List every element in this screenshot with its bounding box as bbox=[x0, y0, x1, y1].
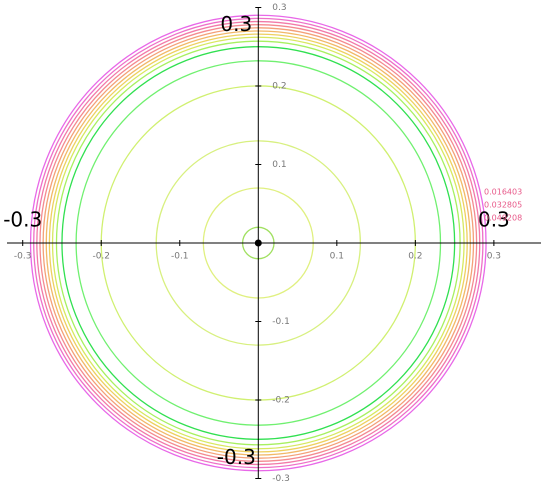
y-end-label: -0.3 bbox=[217, 445, 256, 469]
x-tick-label: -0.3 bbox=[14, 252, 32, 262]
x-tick-label: -0.2 bbox=[92, 252, 110, 262]
y-tick-label: -0.2 bbox=[272, 396, 290, 406]
y-tick-label: -0.1 bbox=[272, 317, 290, 327]
y-tick-label: 0.2 bbox=[272, 82, 286, 92]
x-tick-label: 0.2 bbox=[408, 252, 422, 262]
x-tick-label: 0.1 bbox=[330, 252, 344, 262]
x-tick-label: -0.1 bbox=[171, 252, 189, 262]
x-end-label: -0.3 bbox=[3, 208, 42, 232]
x-end-label: 0.3 bbox=[478, 208, 510, 232]
y-tick-label: 0.1 bbox=[272, 160, 286, 170]
contour-label: 0.032805 bbox=[484, 201, 522, 210]
y-tick-label: -0.3 bbox=[272, 474, 290, 484]
x-tick-label: 0.3 bbox=[487, 252, 501, 262]
contour-label: 0.049208 bbox=[484, 214, 522, 223]
origin-dot bbox=[254, 239, 262, 247]
y-tick-label: 0.3 bbox=[272, 3, 286, 13]
y-end-label: 0.3 bbox=[220, 12, 252, 36]
contour-label: 0.016403 bbox=[484, 188, 522, 197]
